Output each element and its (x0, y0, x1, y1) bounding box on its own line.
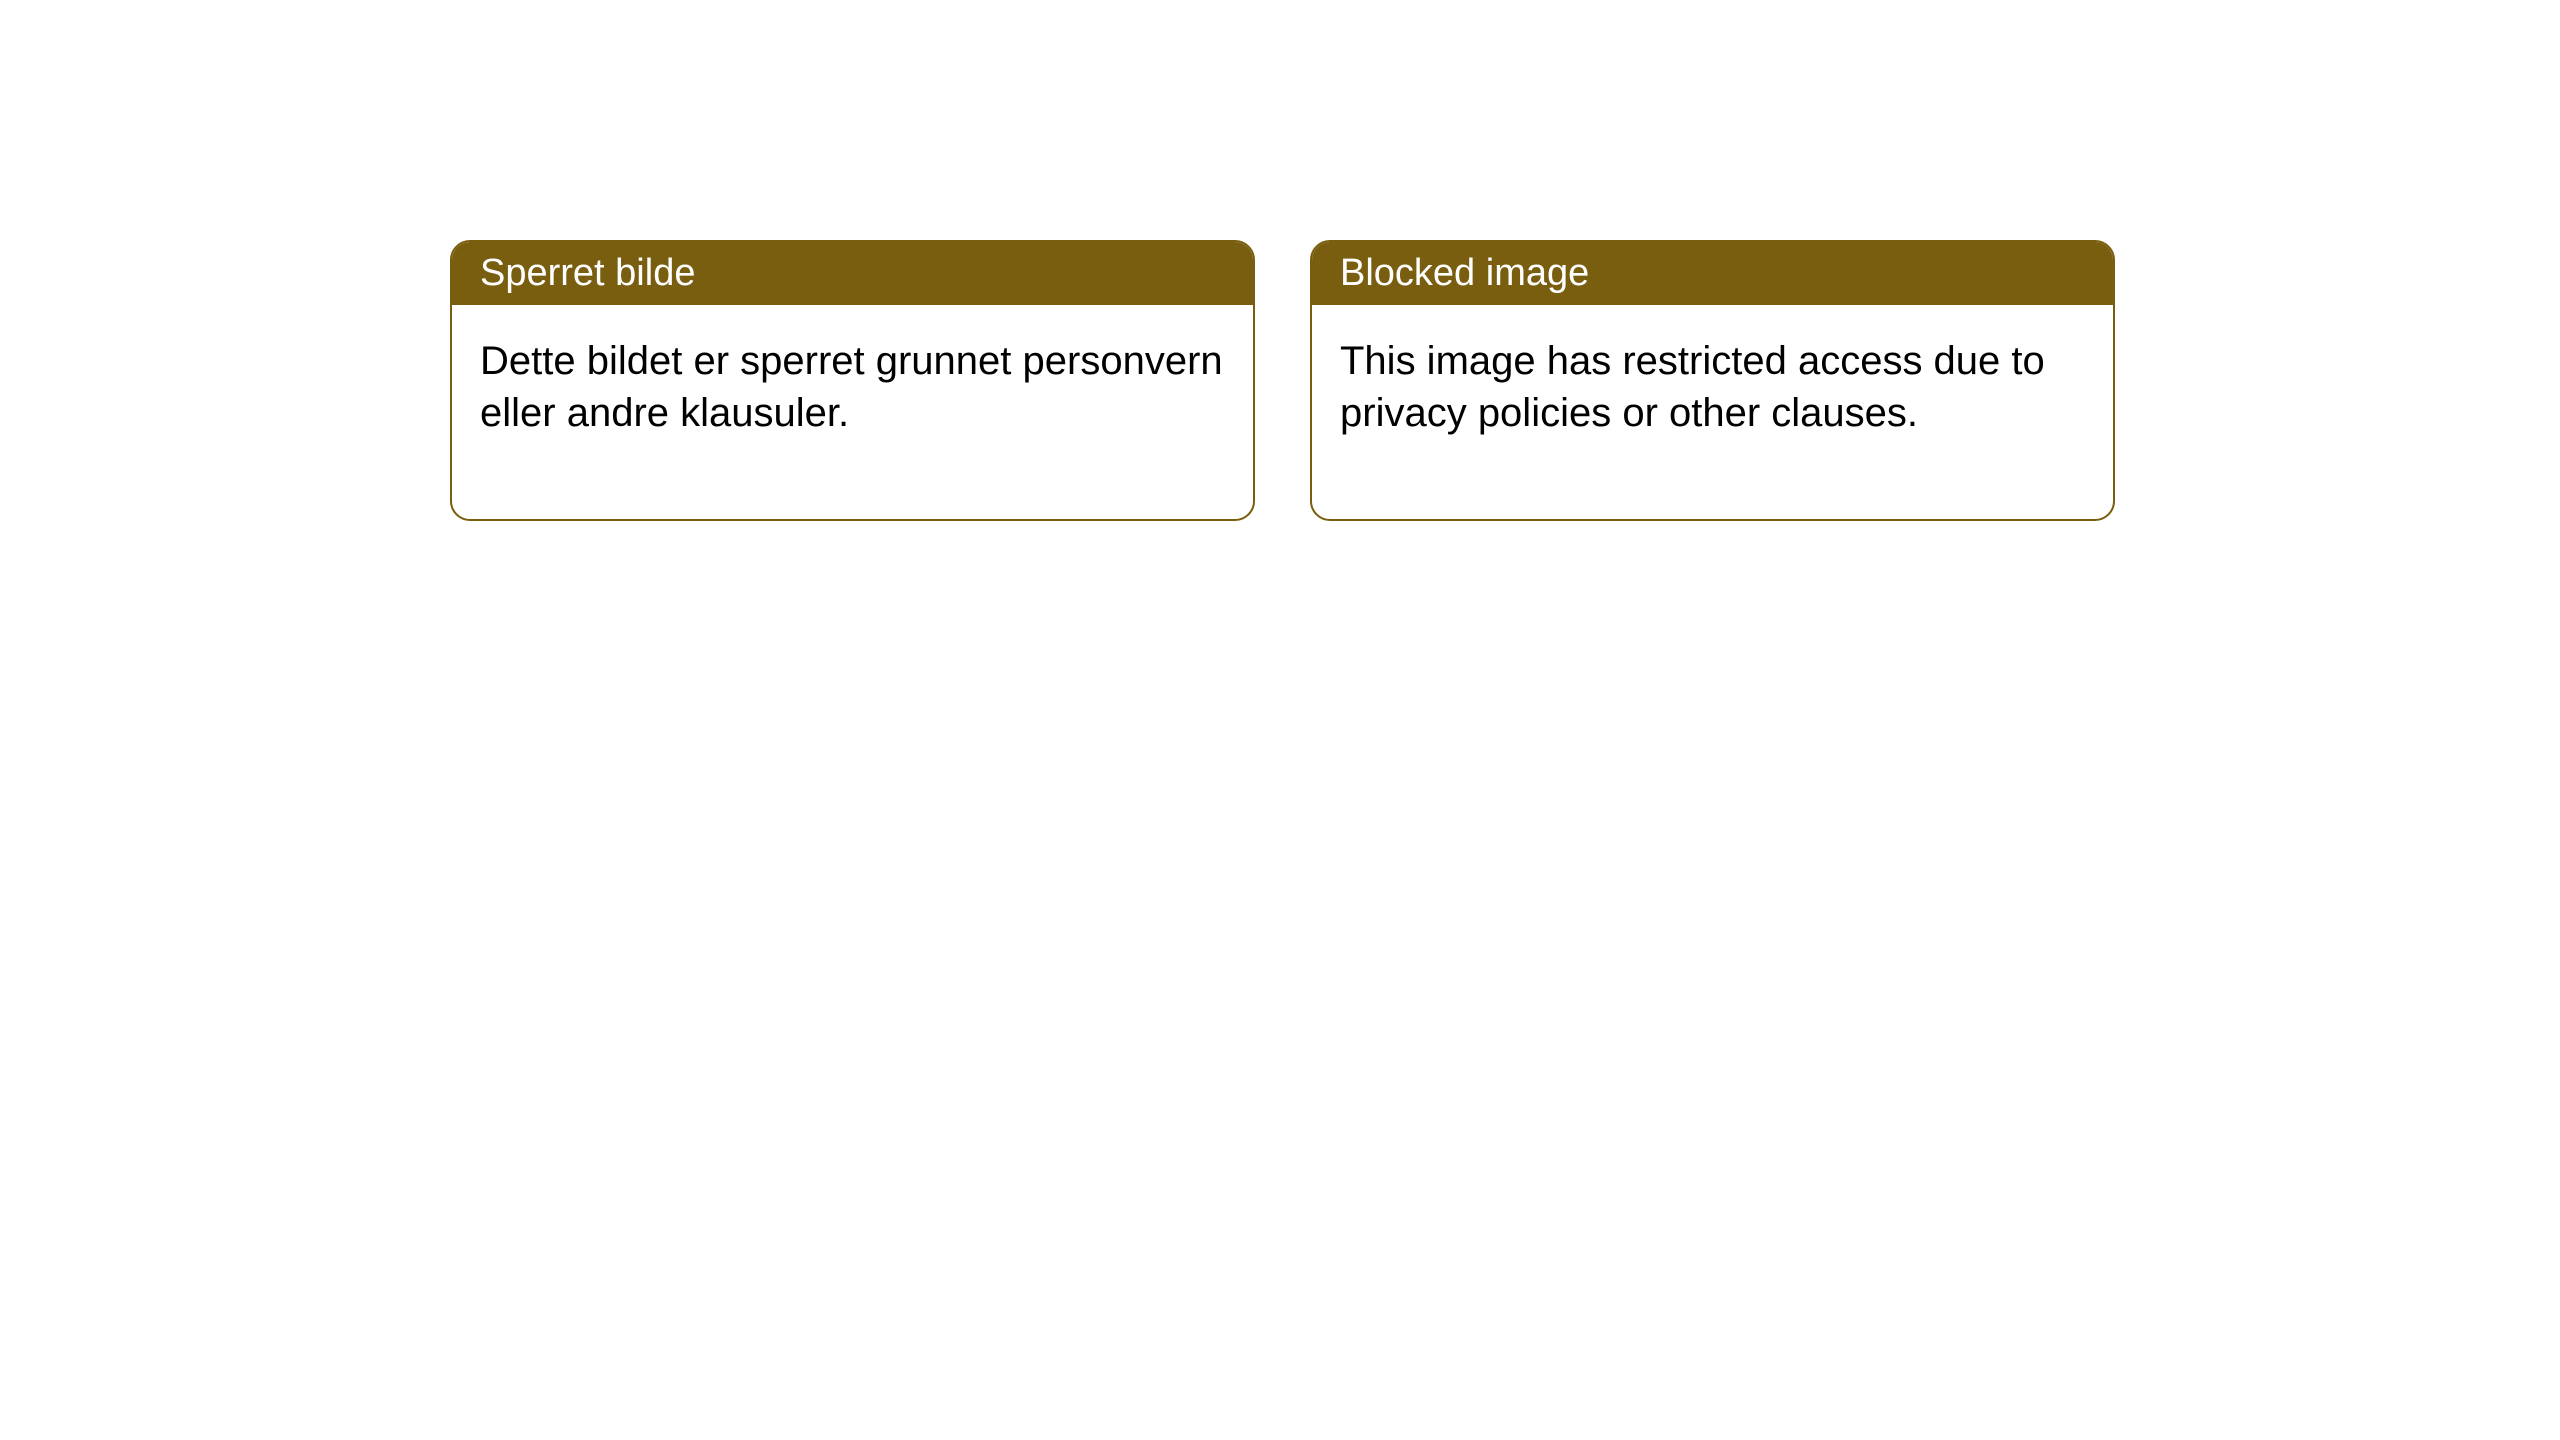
notice-card-header: Sperret bilde (452, 242, 1253, 305)
notice-body-text: Dette bildet er sperret grunnet personve… (480, 339, 1223, 435)
notice-card-english: Blocked image This image has restricted … (1310, 240, 2115, 521)
notice-card-body: This image has restricted access due to … (1312, 305, 2113, 519)
notice-title: Blocked image (1340, 252, 1589, 294)
notice-card-norwegian: Sperret bilde Dette bildet er sperret gr… (450, 240, 1255, 521)
notice-container: Sperret bilde Dette bildet er sperret gr… (0, 0, 2560, 521)
notice-card-header: Blocked image (1312, 242, 2113, 305)
notice-card-body: Dette bildet er sperret grunnet personve… (452, 305, 1253, 519)
notice-title: Sperret bilde (480, 252, 695, 294)
notice-body-text: This image has restricted access due to … (1340, 339, 2045, 435)
